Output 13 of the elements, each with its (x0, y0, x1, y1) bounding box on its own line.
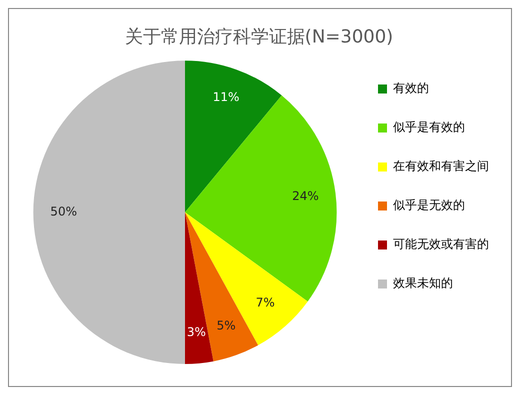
legend-label: 在有效和有害之间 (393, 159, 489, 174)
legend-label: 效果未知的 (393, 276, 453, 290)
legend-label: 似乎是有效的 (393, 120, 465, 134)
data-label: 11% (212, 90, 240, 104)
data-label: 24% (292, 189, 319, 204)
legend-label: 有效的 (393, 81, 429, 96)
data-label: 7% (256, 295, 275, 310)
chart-title: 关于常用治疗科学证据(N=3000) (124, 26, 394, 48)
legend-label: 可能无效或有害的 (393, 237, 489, 252)
legend-label: 似乎是无效的 (393, 198, 465, 212)
data-label: 50% (50, 204, 77, 218)
data-label: 5% (216, 318, 236, 333)
data-label: 3% (186, 325, 206, 340)
